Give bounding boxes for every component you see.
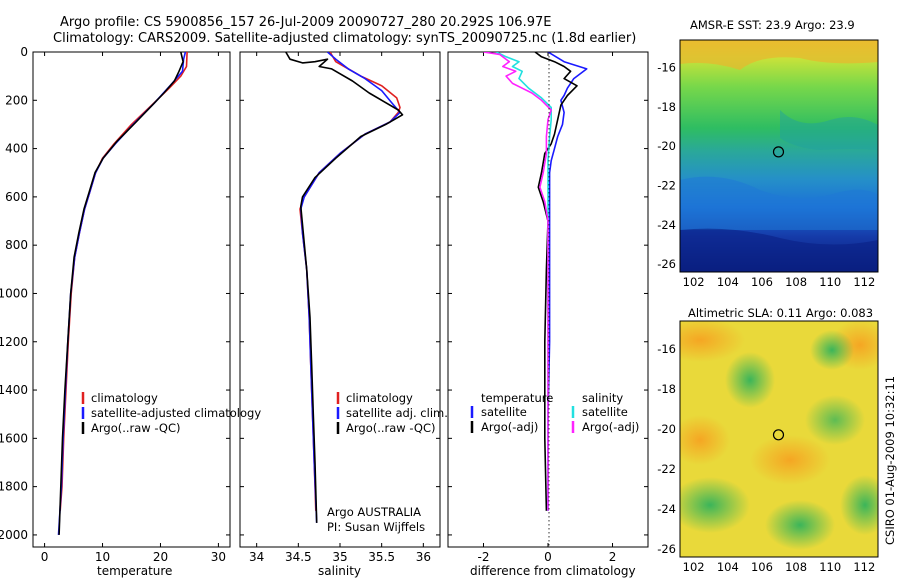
- map-x-tick-label: 110: [819, 275, 841, 289]
- series-line-argo-raw-qc-: [58, 52, 184, 535]
- map-y-tick-label: -26: [657, 257, 676, 271]
- legend-label: satellite-adjusted climatology: [91, 406, 261, 420]
- y-tick-label: 1800: [0, 480, 28, 494]
- sst-map-frame: [679, 39, 879, 273]
- difference-legend: temperature salinity satellite Argo(-adj…: [470, 391, 639, 434]
- legend-label: satellite adj. clim.: [346, 406, 448, 420]
- x-tick-label: 34: [249, 550, 264, 564]
- salinity-xlabel: salinity: [318, 564, 361, 578]
- legend-label: climatology: [346, 391, 413, 405]
- series-line-salinity-argo-adj-: [483, 52, 553, 511]
- map-x-tick-label: 108: [785, 275, 807, 289]
- map-x-tick-label: 108: [785, 560, 807, 574]
- salinity-plot-frame: [239, 51, 441, 548]
- y-tick-label: 1400: [0, 383, 28, 397]
- x-tick-label: 0: [544, 550, 552, 564]
- map-x-tick-label: 106: [751, 560, 773, 574]
- argo-location-marker: [772, 429, 785, 441]
- map-x-tick-label: 110: [819, 560, 841, 574]
- sla-map-frame: [679, 320, 879, 558]
- sst-map-title: AMSR-E SST: 23.9 Argo: 23.9: [690, 18, 855, 32]
- y-tick-label: 400: [5, 142, 28, 156]
- map-x-tick-label: 112: [853, 560, 875, 574]
- series-line-temperature-argo-adj-: [534, 52, 578, 511]
- temperature-legend: climatology satellite-adjusted climatolo…: [81, 391, 261, 435]
- temperature-xlabel: temperature: [97, 564, 172, 578]
- figure-title-line1: Argo profile: CS 5900856_157 26-Jul-2009…: [60, 15, 551, 30]
- legend-label: climatology: [91, 391, 158, 405]
- pi-annotation: PI: Susan Wijffels: [327, 520, 425, 534]
- credit-timestamp: CSIRO 01-Aug-2009 10:32:11: [883, 376, 897, 545]
- salinity-lines: [285, 52, 404, 523]
- x-tick-label: 0: [41, 550, 49, 564]
- series-line-satellite-adjusted-climatology: [57, 52, 187, 535]
- x-tick-label: -2: [477, 550, 489, 564]
- legend-label: satellite: [481, 405, 527, 419]
- map-x-tick-label: 112: [853, 275, 875, 289]
- x-tick-label: 36: [416, 550, 431, 564]
- map-y-tick-label: -26: [657, 542, 676, 556]
- sla-map-title: Altimetric SLA: 0.11 Argo: 0.083: [688, 306, 873, 320]
- legend-col-title: temperature: [481, 391, 553, 405]
- series-line-temperature-satellite: [547, 52, 588, 511]
- difference-lines: [483, 52, 588, 511]
- x-tick-label: 2: [609, 550, 617, 564]
- y-tick-label: 1600: [0, 431, 28, 445]
- series-line-argo-raw-qc-: [285, 52, 404, 523]
- legend-label: Argo(..raw -QC): [346, 421, 436, 435]
- series-line-climatology: [59, 52, 188, 511]
- sla-map-field: [680, 321, 878, 557]
- legend-label: Argo(-adj): [481, 420, 538, 434]
- salinity-legend: climatology satellite adj. clim. Argo(..…: [336, 391, 448, 435]
- map-x-tick-label: 104: [717, 275, 739, 289]
- map-y-tick-label: -16: [657, 61, 676, 75]
- map-x-tick-label: 102: [683, 275, 705, 289]
- y-tick-label: 0: [20, 45, 28, 59]
- y-tick-label: 800: [5, 238, 28, 252]
- y-tick-label: 200: [5, 93, 28, 107]
- map-x-tick-label: 106: [751, 275, 773, 289]
- y-tick-label: 2000: [0, 528, 28, 542]
- map-y-tick-label: -24: [657, 218, 676, 232]
- x-tick-label: 10: [95, 550, 110, 564]
- argo-location-marker: [772, 146, 785, 158]
- y-tick-label: 1000: [0, 286, 28, 300]
- map-y-tick-label: -16: [657, 342, 676, 356]
- map-y-tick-label: -24: [657, 502, 676, 516]
- map-y-tick-label: -22: [657, 462, 676, 476]
- series-line-salinity-satellite: [496, 52, 553, 511]
- map-y-tick-label: -20: [657, 139, 676, 153]
- map-x-tick-label: 104: [717, 560, 739, 574]
- map-y-tick-label: -18: [657, 100, 676, 114]
- legend-col-title: salinity: [582, 391, 623, 405]
- y-tick-label: 1200: [0, 335, 28, 349]
- x-tick-label: 30: [211, 550, 226, 564]
- figure-title-line2: Climatology: CARS2009. Satellite-adjuste…: [53, 31, 636, 46]
- map-x-tick-label: 102: [683, 560, 705, 574]
- map-y-tick-label: -20: [657, 422, 676, 436]
- y-tick-label: 600: [5, 190, 28, 204]
- series-line-satellite-adj-clim-: [299, 52, 401, 523]
- x-tick-label: 34.5: [285, 550, 312, 564]
- argo-country-annotation: Argo AUSTRALIA: [327, 505, 421, 519]
- temperature-lines: [57, 52, 188, 535]
- map-y-tick-label: -18: [657, 382, 676, 396]
- legend-label: satellite: [582, 405, 628, 419]
- sst-map-field: [680, 40, 878, 272]
- x-tick-label: 35.5: [368, 550, 395, 564]
- temperature-plot-frame: [32, 51, 231, 548]
- x-tick-label: 35: [332, 550, 347, 564]
- x-tick-label: 20: [153, 550, 168, 564]
- legend-label: Argo(-adj): [582, 420, 639, 434]
- map-y-tick-label: -22: [657, 178, 676, 192]
- legend-label: Argo(..raw -QC): [91, 421, 181, 435]
- difference-xlabel: difference from climatology: [470, 564, 636, 578]
